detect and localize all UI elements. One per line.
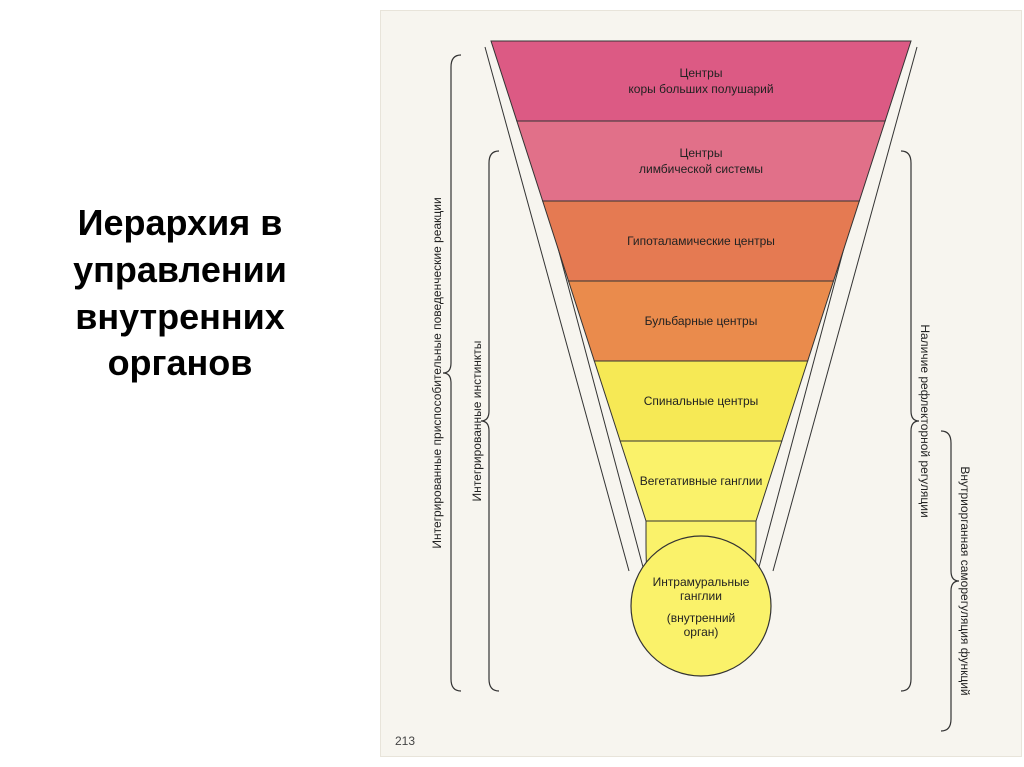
svg-text:Вегетативные ганглии: Вегетативные ганглии — [640, 474, 763, 488]
svg-text:Интрамуральные: Интрамуральные — [653, 575, 750, 589]
side-label: Внутриорганная саморегуляция функций — [958, 466, 972, 695]
svg-text:Бульбарные центры: Бульбарные центры — [645, 314, 758, 328]
brace — [941, 431, 959, 731]
side-label: Интегрированные приспособительные поведе… — [430, 197, 444, 548]
svg-text:Центры: Центры — [680, 66, 723, 80]
funnel-cell — [517, 121, 885, 201]
hierarchy-diagram: Центры коры больших полушарий Центры лимбич… — [380, 10, 1022, 757]
brace — [901, 151, 919, 691]
side-label: Наличие рефлекторной регуляции — [918, 324, 932, 517]
funnel-cell — [491, 41, 911, 121]
brace — [443, 55, 461, 691]
svg-text:ганглии: ганглии — [680, 589, 722, 603]
svg-text:(внутренний: (внутренний — [667, 611, 736, 625]
intramural-circle — [631, 536, 771, 676]
svg-text:Центры: Центры — [680, 146, 723, 160]
svg-text:коры больших полушарий: коры больших полушарий — [628, 82, 773, 96]
svg-text:Гипоталамические центры: Гипоталамические центры — [627, 234, 775, 248]
side-label: Интегрированные инстинкты — [470, 341, 484, 502]
svg-text:орган): орган) — [684, 625, 719, 639]
svg-text:лимбической системы: лимбической системы — [639, 162, 763, 176]
page-title: Иерархия в управлении внутренних органов — [0, 200, 360, 387]
page-number: 213 — [395, 734, 415, 748]
svg-text:Спинальные центры: Спинальные центры — [644, 394, 759, 408]
